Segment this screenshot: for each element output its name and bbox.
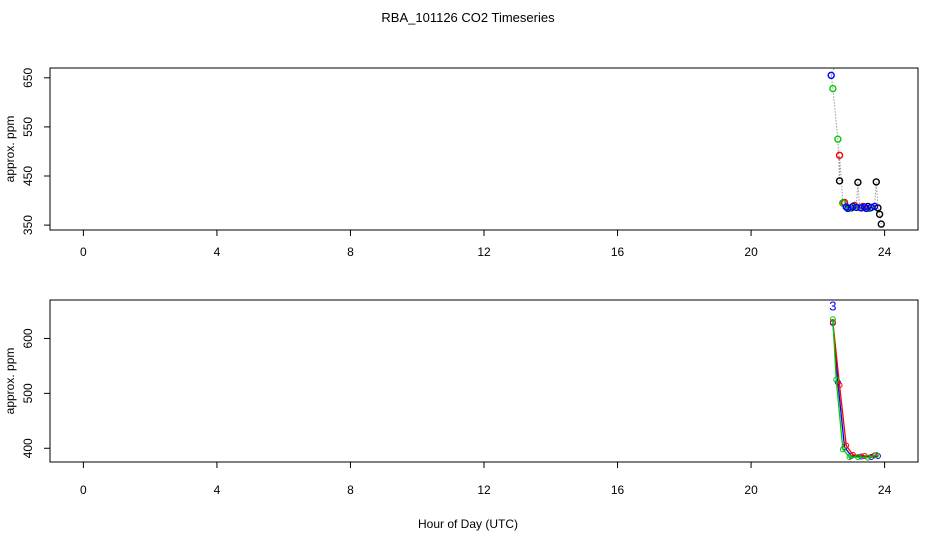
x-tick-label: 24 (878, 483, 892, 497)
y-axis-title: approx. ppm (3, 116, 17, 183)
data-point (829, 316, 836, 323)
data-point (835, 151, 844, 160)
bottom-panel: 0 4 8 12 16 20 24 400 500 600 approx. ppm 3 (3, 298, 919, 497)
y-tick-label: 500 (21, 383, 35, 403)
data-point (864, 454, 871, 461)
x-tick-label: 16 (611, 245, 625, 259)
plot-area (829, 316, 881, 461)
y-tick-label: 600 (21, 328, 35, 348)
data-point (854, 454, 861, 461)
data-point (862, 204, 870, 213)
data-point (860, 203, 869, 211)
y-tick-label: 400 (21, 438, 35, 458)
data-point (857, 204, 865, 212)
data-point (834, 135, 842, 143)
x-tick-label: 0 (80, 245, 87, 259)
data-label: 3 (829, 298, 836, 313)
data-point (849, 202, 857, 211)
data-point (843, 442, 850, 449)
series-line (832, 319, 877, 459)
x-axis-title: Hour of Day (UTC) (418, 517, 518, 531)
data-point (842, 203, 850, 211)
data-point (852, 203, 860, 212)
data-point (835, 177, 844, 185)
connector-line (830, 75, 882, 225)
x-tick-label: 4 (214, 245, 221, 259)
x-tick-label: 0 (80, 483, 87, 497)
data-point (854, 178, 862, 187)
data-point (829, 84, 837, 93)
x-tick-label: 12 (477, 245, 491, 259)
x-tick-label: 24 (878, 245, 892, 259)
y-axis-title: approx. ppm (3, 348, 17, 415)
x-tick-label: 8 (347, 483, 354, 497)
x-tick-label: 8 (347, 245, 354, 259)
data-point (861, 452, 868, 459)
top-panel: 0 4 8 12 16 20 24 350 450 550 650 approx. ppm (3, 67, 919, 259)
data-point (872, 178, 880, 186)
data-point (846, 454, 853, 461)
y-tick-label: 350 (21, 215, 35, 235)
x-tick-label: 4 (214, 483, 221, 497)
chart-title: RBA_101126 CO2 Timeseries (381, 10, 555, 25)
data-point (867, 203, 875, 212)
connector-line (830, 68, 835, 76)
data-point (833, 376, 840, 383)
x-tick-label: 16 (611, 483, 625, 497)
plot-frame (49, 299, 919, 463)
data-point (870, 202, 879, 211)
data-point (873, 451, 880, 458)
x-tick-label: 20 (744, 483, 758, 497)
y-tick-label: 450 (21, 166, 35, 186)
plot-area (827, 68, 885, 228)
y-tick-label: 550 (21, 117, 35, 137)
x-tick-label: 20 (744, 245, 758, 259)
plot-frame (49, 67, 919, 231)
data-point (839, 446, 846, 453)
data-point (827, 71, 835, 80)
y-tick-label: 650 (21, 67, 35, 87)
data-point (877, 220, 885, 228)
data-point (875, 210, 884, 218)
x-tick-label: 12 (477, 483, 491, 497)
